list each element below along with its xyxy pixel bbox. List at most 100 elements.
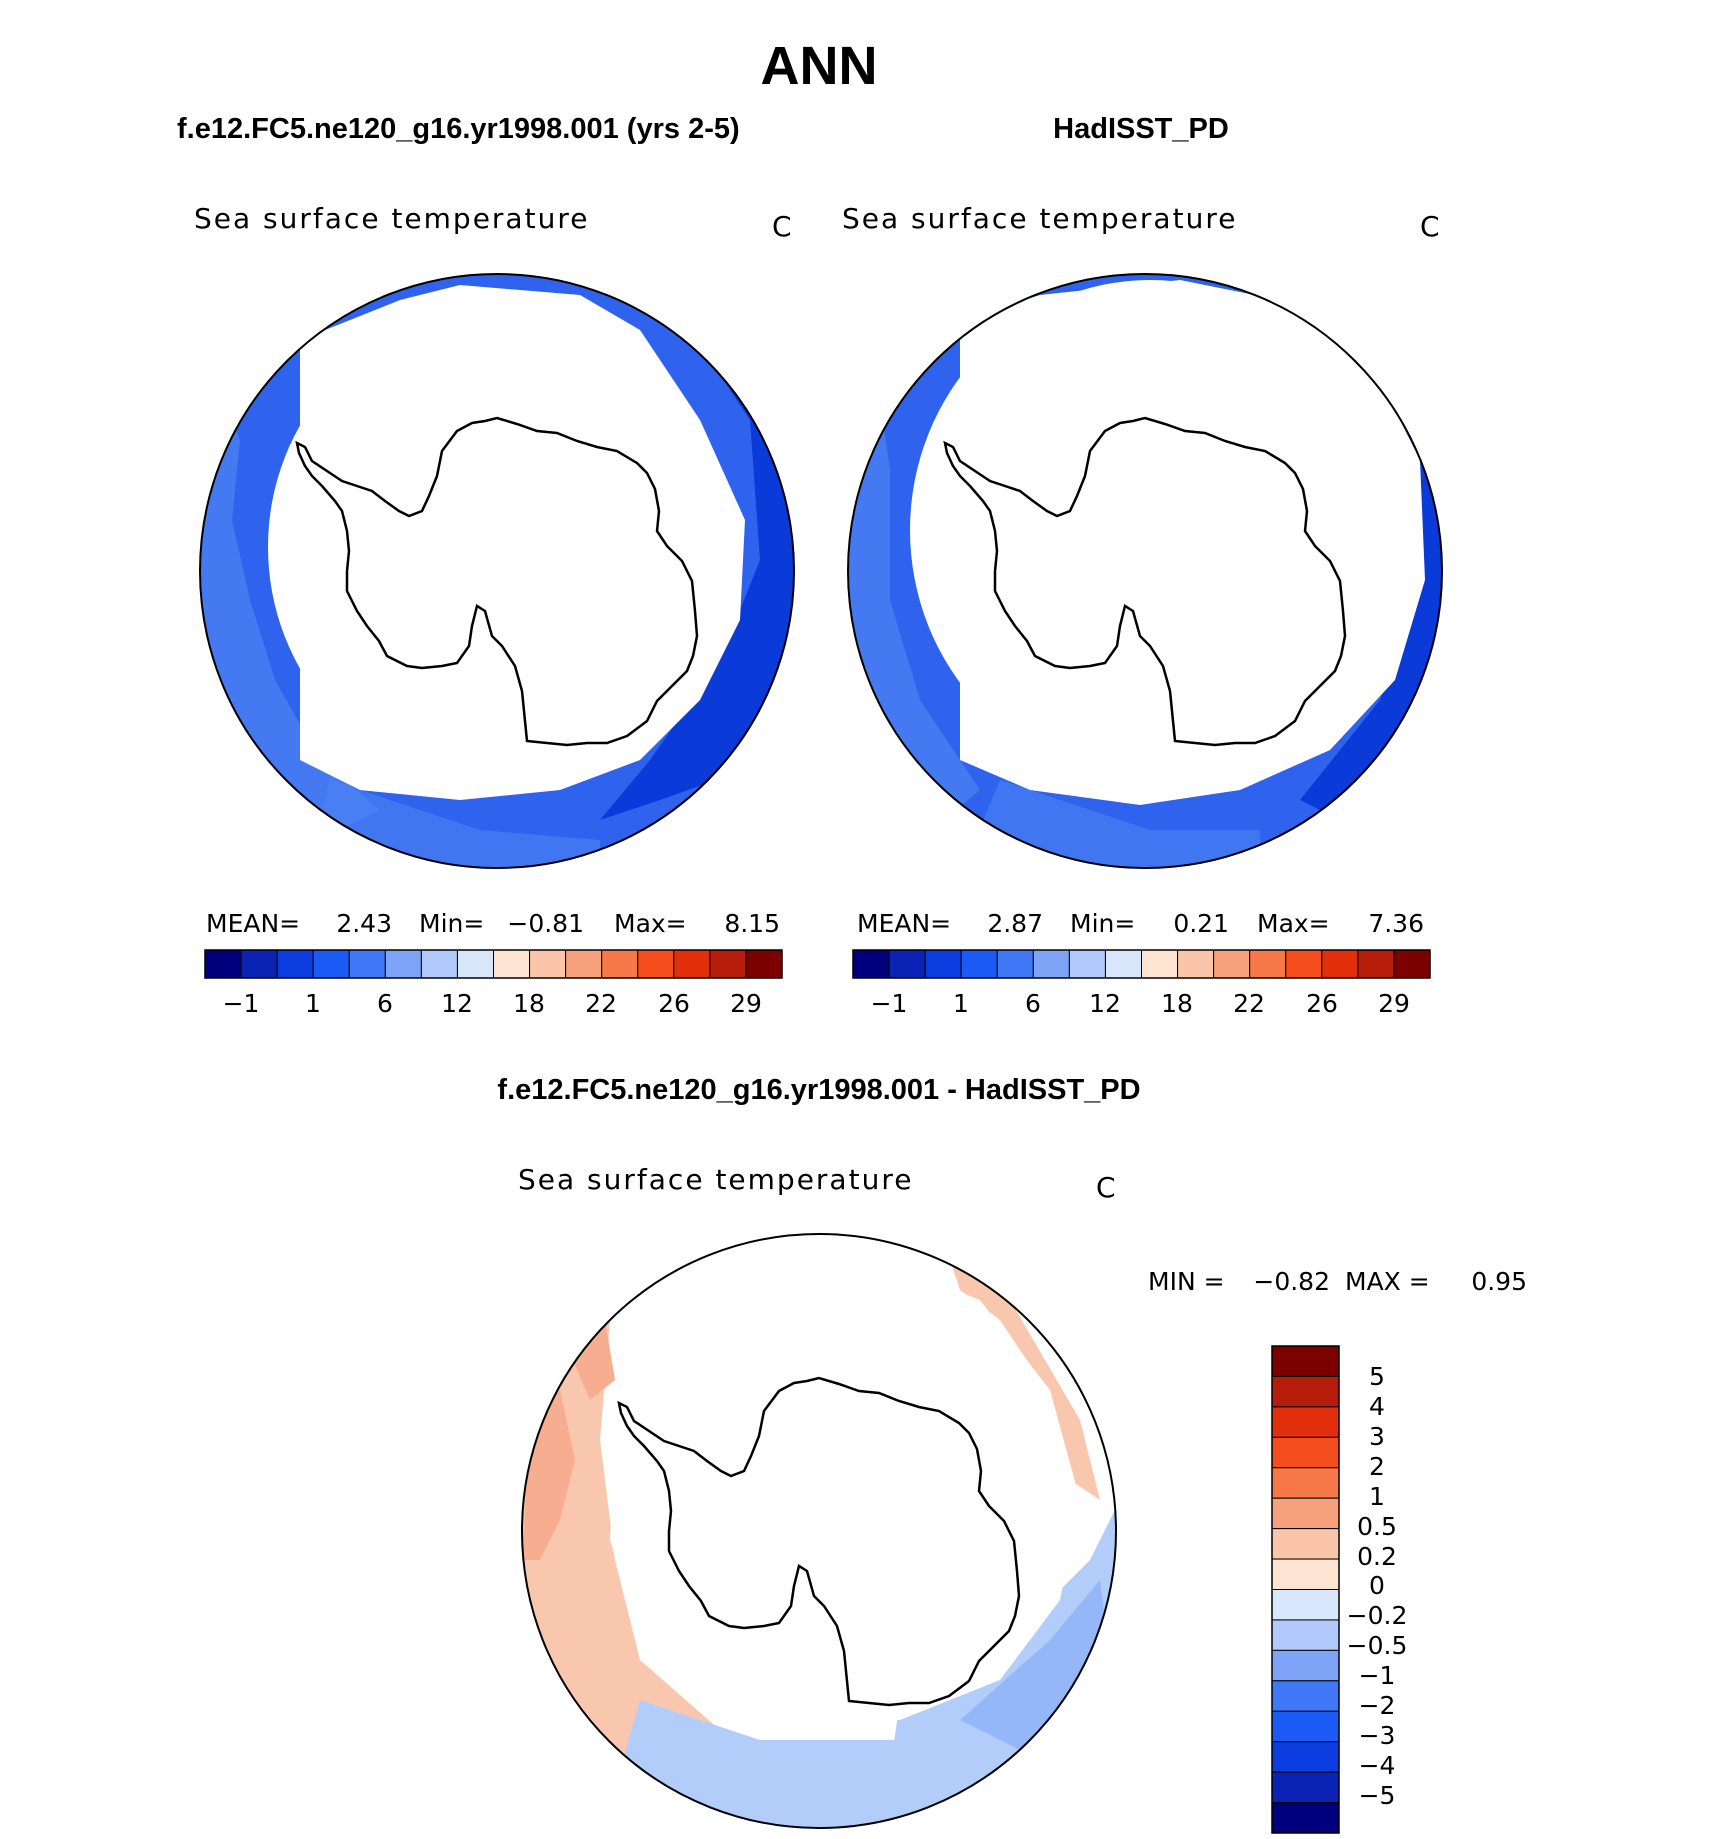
panel-observations: HadISST_PD Sea surface temperature C MEA… (842, 113, 1443, 1018)
units-label: C (1096, 1171, 1116, 1204)
max-label: MAX = (1345, 1267, 1430, 1296)
mean-value: 2.87 (987, 909, 1043, 938)
colorbar-swatch (384, 949, 422, 979)
colorbar-label: 4 (1369, 1392, 1385, 1421)
colorbar-swatch (1357, 949, 1395, 979)
colorbar-swatches (204, 949, 783, 979)
colorbar-swatch (565, 949, 603, 979)
colorbar-swatch (276, 949, 314, 979)
colorbar-swatch (996, 949, 1034, 979)
colorbar-label: −1 (1359, 1661, 1396, 1690)
colorbar-label: 29 (730, 989, 762, 1018)
colorbar-swatch (1271, 1375, 1340, 1408)
colorbar-label: 22 (1233, 989, 1265, 1018)
colorbar-swatch (960, 949, 998, 979)
mean-label: MEAN= (857, 909, 951, 938)
colorbar-vertical: 5 4 3 2 1 0.5 0.2 0 −0.2 −0.5 −1 −2 −3 −… (1271, 1345, 1408, 1834)
colorbar-swatch (1271, 1710, 1340, 1743)
colorbar-swatch (852, 949, 890, 979)
colorbar-label: 1 (953, 989, 969, 1018)
max-label: Max= (614, 909, 687, 938)
colorbar-swatch (1271, 1436, 1340, 1469)
panel-header: HadISST_PD (1053, 113, 1229, 145)
colorbar-swatch (240, 949, 278, 979)
colorbar-swatch (601, 949, 639, 979)
colorbar-swatch (745, 949, 783, 979)
colorbar-swatch (312, 949, 350, 979)
colorbar-swatch (1271, 1589, 1340, 1621)
colorbar-swatch (1271, 1528, 1340, 1560)
polar-map (521, 1233, 1117, 1829)
colorbar-label: 0 (1369, 1571, 1385, 1600)
colorbar-label: −0.5 (1347, 1631, 1408, 1660)
max-value: 0.95 (1471, 1267, 1527, 1296)
colorbar-label: −4 (1359, 1751, 1396, 1780)
mean-value: 2.43 (336, 909, 392, 938)
min-value: −0.81 (507, 909, 584, 938)
min-label: Min= (1070, 909, 1135, 938)
colorbar-swatch (1271, 1802, 1340, 1834)
stats-block: MIN = −0.82 MAX = 0.95 (1148, 1267, 1527, 1296)
panel-difference: f.e12.FC5.ne120_g16.yr1998.001 - HadISST… (497, 1074, 1527, 1834)
colorbar-label: −2 (1359, 1691, 1396, 1720)
stats-row: MEAN= 2.87 Min= 0.21 Max= 7.36 (857, 909, 1424, 938)
max-value: 8.15 (724, 909, 780, 938)
mean-label: MEAN= (206, 909, 300, 938)
min-value: −0.82 (1253, 1267, 1330, 1296)
colorbar-swatch (1249, 949, 1287, 979)
colorbar-swatch (1213, 949, 1251, 979)
colorbar-swatch (1271, 1680, 1340, 1712)
units-label: C (772, 210, 792, 243)
colorbar-swatch (456, 949, 494, 979)
colorbar-label: −3 (1359, 1721, 1396, 1750)
colorbar-label: 12 (441, 989, 473, 1018)
min-label: Min= (419, 909, 484, 938)
colorbar-swatch (348, 949, 386, 979)
colorbar-label: −1 (871, 989, 908, 1018)
colorbar-swatches (852, 949, 1431, 979)
colorbar-swatch (673, 949, 711, 979)
colorbar-swatch (420, 949, 458, 979)
colorbar-label: 3 (1369, 1422, 1385, 1451)
colorbar-label: −0.2 (1347, 1601, 1408, 1630)
polar-map (847, 273, 1443, 869)
colorbar-label: 18 (513, 989, 545, 1018)
colorbar-swatch (1271, 1345, 1340, 1377)
variable-label: Sea surface temperature (194, 202, 589, 235)
colorbar-label: 26 (1306, 989, 1338, 1018)
colorbar-swatch (924, 949, 962, 979)
colorbar-swatch (1068, 949, 1106, 979)
stats-row: MEAN= 2.43 Min= −0.81 Max= 8.15 (206, 909, 780, 938)
colorbar-label: 29 (1378, 989, 1410, 1018)
min-value: 0.21 (1173, 909, 1229, 938)
colorbar-label: 5 (1369, 1362, 1385, 1391)
colorbar: −1 1 6 12 18 22 26 29 (852, 949, 1431, 1018)
colorbar-label: 1 (305, 989, 321, 1018)
colorbar-label: 1 (1369, 1482, 1385, 1511)
colorbar-swatch (1032, 949, 1070, 979)
colorbar-swatch (1104, 949, 1142, 979)
colorbar-label: −1 (223, 989, 260, 1018)
colorbar-swatch (1271, 1406, 1340, 1438)
colorbar-swatch (1285, 949, 1323, 979)
colorbar-swatch (1321, 949, 1359, 979)
colorbar-swatch (1271, 1771, 1340, 1804)
max-value: 7.36 (1368, 909, 1424, 938)
colorbar-swatch (204, 949, 242, 979)
colorbar-swatch (888, 949, 926, 979)
colorbar-swatches (1271, 1345, 1340, 1834)
colorbar-label: 6 (1025, 989, 1041, 1018)
max-label: Max= (1257, 909, 1330, 938)
colorbar-swatch (1271, 1467, 1340, 1499)
colorbar-label: 2 (1369, 1452, 1385, 1481)
colorbar-swatch (1271, 1497, 1340, 1530)
colorbar-label: 22 (585, 989, 617, 1018)
colorbar-label: 26 (658, 989, 690, 1018)
colorbar-swatch (1271, 1558, 1340, 1590)
colorbar-swatch (1177, 949, 1215, 979)
colorbar-swatch (1271, 1649, 1340, 1682)
colorbar-label: 6 (377, 989, 393, 1018)
colorbar-label: 0.5 (1357, 1512, 1397, 1541)
colorbar-swatch (709, 949, 747, 979)
